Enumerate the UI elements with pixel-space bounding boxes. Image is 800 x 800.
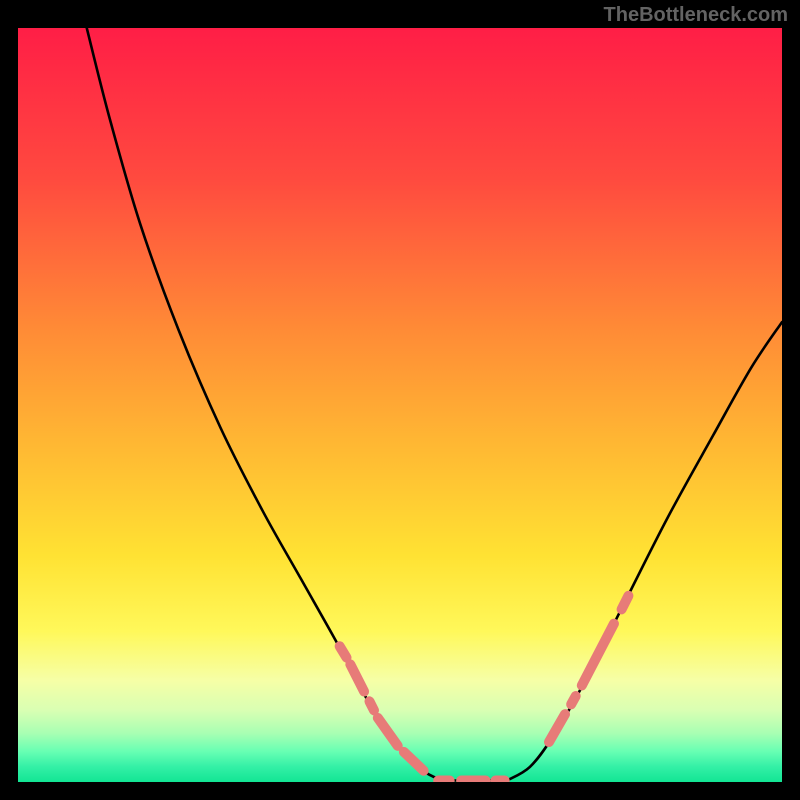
gradient-background	[18, 28, 782, 782]
dash-segment	[571, 696, 576, 704]
chart-svg	[18, 28, 782, 782]
dash-segment	[340, 646, 347, 657]
dash-segment	[622, 596, 629, 610]
plot-area	[18, 28, 782, 782]
figure-frame: TheBottleneck.com	[0, 0, 800, 800]
watermark-text: TheBottleneck.com	[604, 4, 788, 27]
dash-segment	[369, 701, 374, 710]
